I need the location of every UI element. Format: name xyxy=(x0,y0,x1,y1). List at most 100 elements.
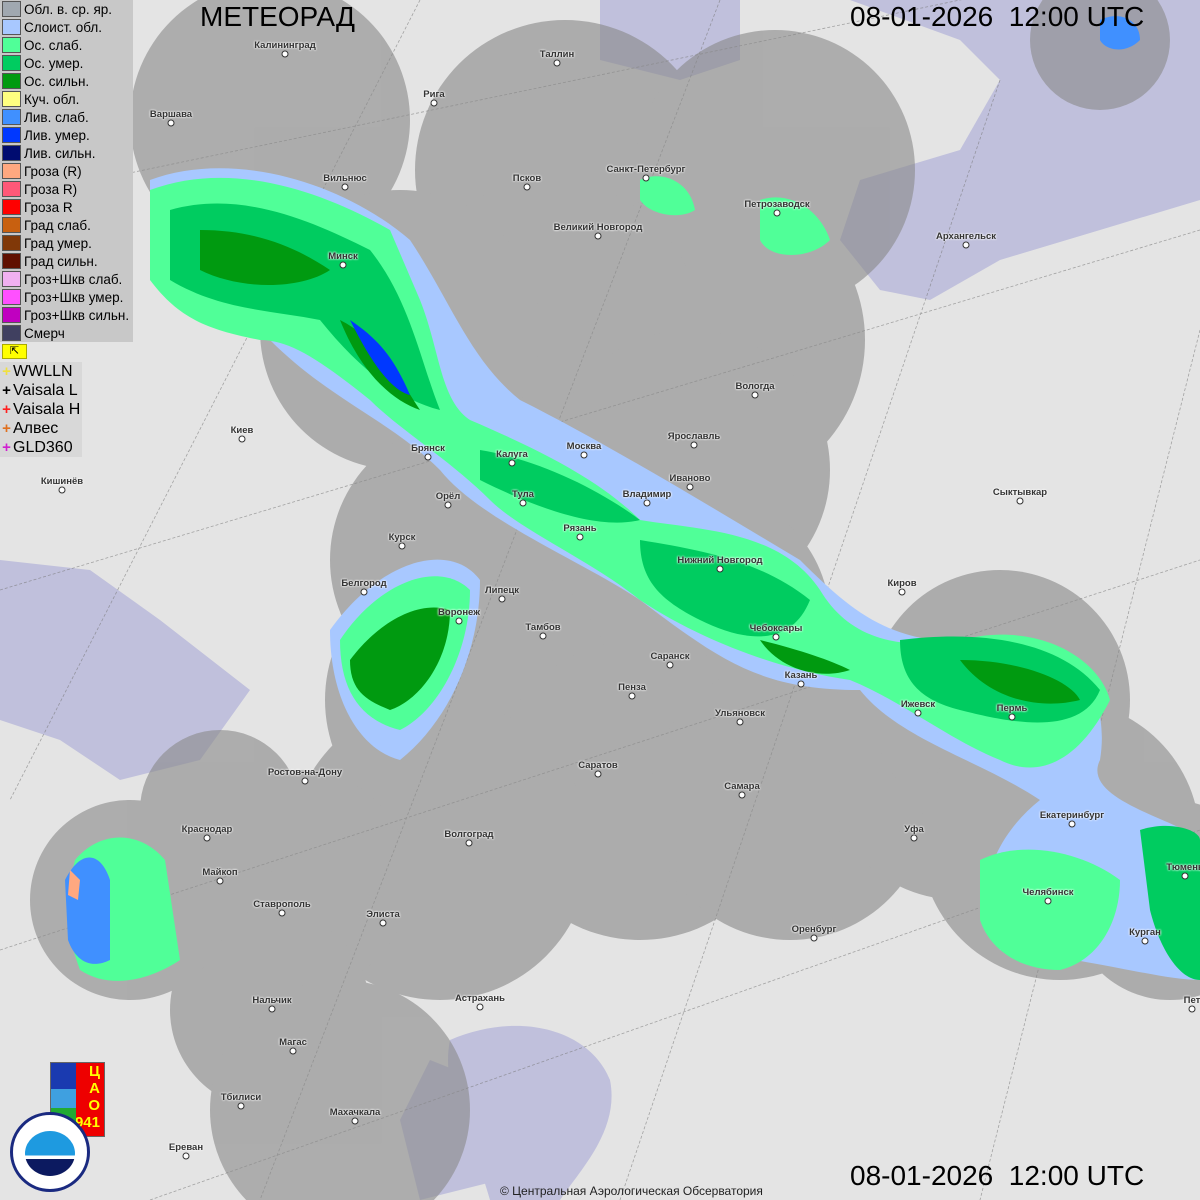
city-marker-icon xyxy=(797,680,805,688)
legend-swatch xyxy=(2,91,21,107)
city-label: Брянск xyxy=(411,443,445,454)
city-label: Липецк xyxy=(484,585,520,596)
legend-swatch xyxy=(2,109,21,125)
legend-item: Град умер. xyxy=(0,234,133,252)
legend-label: Лив. слаб. xyxy=(24,109,89,125)
legend-swatch xyxy=(2,163,21,179)
legend-label: Лив. сильн. xyxy=(24,145,96,161)
legend-item: Обл. в. ср. яр. xyxy=(0,0,133,18)
city-label: Ульяновск xyxy=(715,708,765,719)
city-label: Нальчик xyxy=(252,995,292,1006)
city-marker-icon xyxy=(594,770,602,778)
legend-item: Лив. сильн. xyxy=(0,144,133,162)
legend-swatch xyxy=(2,181,21,197)
city-label: Москва xyxy=(566,441,602,452)
lightning-legend: + WWLLN + Vaisala L + Vaisala H + Алвес + GLD360 xyxy=(0,362,82,457)
city-marker-icon xyxy=(339,261,347,269)
city-label: Санкт-Петербург xyxy=(606,164,686,175)
legend-swatch xyxy=(2,271,21,287)
city-label: Киров xyxy=(887,578,917,589)
city-marker-icon xyxy=(594,232,602,240)
city-marker-icon xyxy=(690,441,698,449)
city-marker-icon xyxy=(523,183,531,191)
legend-label: Гроз+Шкв сильн. xyxy=(24,307,130,323)
city-marker-icon xyxy=(1008,713,1016,721)
city-marker-icon xyxy=(289,1047,297,1055)
legend-item: Куч. обл. xyxy=(0,90,133,108)
lightning-source-label: Vaisala H xyxy=(13,400,81,418)
city-marker-icon xyxy=(203,834,211,842)
city-marker-icon xyxy=(1068,820,1076,828)
lightning-source-item: + WWLLN xyxy=(0,362,82,381)
city-label: Владимир xyxy=(622,489,672,500)
city-label: Курск xyxy=(388,532,416,543)
city-label: Великий Новгород xyxy=(553,222,643,233)
cross-icon: + xyxy=(2,401,11,418)
city-label: Киев xyxy=(230,425,254,436)
legend-label: Гроз+Шкв умер. xyxy=(24,289,124,305)
city-marker-icon xyxy=(455,617,463,625)
timestamp-bottom: 08-01-2026 12:00 UTC xyxy=(850,1160,1145,1191)
lightning-source-label: GLD360 xyxy=(13,438,73,456)
legend-label: Куч. обл. xyxy=(24,91,80,107)
legend-item: Гроз+Шкв умер. xyxy=(0,288,133,306)
city-marker-icon xyxy=(686,483,694,491)
legend-item: Гроза (R) xyxy=(0,162,133,180)
city-label: Калуга xyxy=(496,449,528,460)
city-marker-icon xyxy=(301,777,309,785)
legend-swatch xyxy=(2,37,21,53)
cross-icon: + xyxy=(2,439,11,456)
city-marker-icon xyxy=(379,919,387,927)
city-marker-icon xyxy=(738,791,746,799)
city-marker-icon xyxy=(360,588,368,596)
city-label: Рязань xyxy=(563,523,597,534)
lightning-source-label: Алвес xyxy=(13,419,59,437)
city-label: Краснодар xyxy=(181,824,233,835)
city-marker-icon xyxy=(58,486,66,494)
city-marker-icon xyxy=(1044,897,1052,905)
city-label: Саратов xyxy=(578,760,618,771)
city-marker-icon xyxy=(910,834,918,842)
legend-item: Смерч xyxy=(0,324,133,342)
lightning-source-label: Vaisala L xyxy=(13,381,78,399)
legend-item: Гроза R xyxy=(0,198,133,216)
roshydromet-logo xyxy=(10,1112,90,1192)
city-label: Самара xyxy=(724,781,760,792)
legend-swatch xyxy=(2,1,21,17)
city-label: Псков xyxy=(512,173,542,184)
city-label: Орёл xyxy=(435,491,461,502)
city-marker-icon xyxy=(476,1003,484,1011)
city-marker-icon xyxy=(341,183,349,191)
city-label: Минск xyxy=(328,251,358,262)
legend-swatch xyxy=(2,325,21,341)
city-label: Курган xyxy=(1129,927,1161,938)
city-label: Варшава xyxy=(149,109,193,120)
legend-swatch xyxy=(2,307,21,323)
flag-icon[interactable]: ⇱ xyxy=(2,344,27,359)
city-marker-icon xyxy=(351,1117,359,1125)
legend-swatch xyxy=(2,289,21,305)
precipitation-legend: Обл. в. ср. яр. Слоист. обл. Ос. слаб. Ос. … xyxy=(0,0,133,342)
city-marker-icon xyxy=(519,499,527,507)
legend-label: Гроза (R) xyxy=(24,163,82,179)
city-marker-icon xyxy=(268,1005,276,1013)
legend-item: Гроза R) xyxy=(0,180,133,198)
city-label: Уфа xyxy=(904,824,924,835)
city-marker-icon xyxy=(1141,937,1149,945)
city-marker-icon xyxy=(914,709,922,717)
city-marker-icon xyxy=(424,453,432,461)
city-marker-icon xyxy=(751,391,759,399)
legend-label: Ос. слаб. xyxy=(24,37,83,53)
city-marker-icon xyxy=(281,50,289,58)
city-label: Белгород xyxy=(341,578,387,589)
legend-label: Обл. в. ср. яр. xyxy=(24,1,113,17)
city-marker-icon xyxy=(772,633,780,641)
legend-item: Лив. слаб. xyxy=(0,108,133,126)
city-label: Пенза xyxy=(618,682,646,693)
city-marker-icon xyxy=(580,451,588,459)
legend-label: Лив. умер. xyxy=(24,127,90,143)
city-label: Ставрополь xyxy=(253,899,311,910)
legend-swatch xyxy=(2,55,21,71)
city-marker-icon xyxy=(666,661,674,669)
